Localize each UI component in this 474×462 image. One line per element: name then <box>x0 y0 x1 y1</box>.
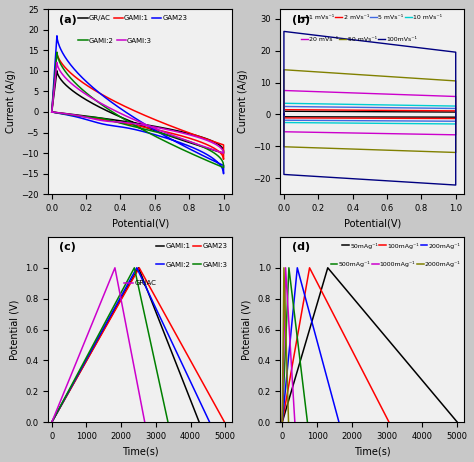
Legend: GR/AC: GR/AC <box>122 278 159 289</box>
X-axis label: Potential(V): Potential(V) <box>344 219 401 229</box>
Text: (b): (b) <box>292 15 310 24</box>
Y-axis label: Current (A/g): Current (A/g) <box>6 70 16 134</box>
X-axis label: Potential(V): Potential(V) <box>111 219 169 229</box>
Text: (c): (c) <box>59 243 76 252</box>
Legend: 20 mVs⁻¹, 50 mVs⁻¹, 100mVs⁻¹: 20 mVs⁻¹, 50 mVs⁻¹, 100mVs⁻¹ <box>298 34 419 45</box>
X-axis label: Time(s): Time(s) <box>354 446 391 456</box>
Text: (d): (d) <box>292 243 310 252</box>
Legend: GAMI:2, GAMI:3: GAMI:2, GAMI:3 <box>76 35 155 46</box>
Legend: 500mAg⁻¹, 1000mAg⁻¹, 2000mAg⁻¹: 500mAg⁻¹, 1000mAg⁻¹, 2000mAg⁻¹ <box>328 259 463 269</box>
Y-axis label: Potential (V): Potential (V) <box>242 299 252 360</box>
Y-axis label: Current (A/g): Current (A/g) <box>237 70 248 134</box>
X-axis label: Time(s): Time(s) <box>122 446 159 456</box>
Text: (a): (a) <box>59 15 77 24</box>
Y-axis label: Potential (V): Potential (V) <box>10 299 20 360</box>
